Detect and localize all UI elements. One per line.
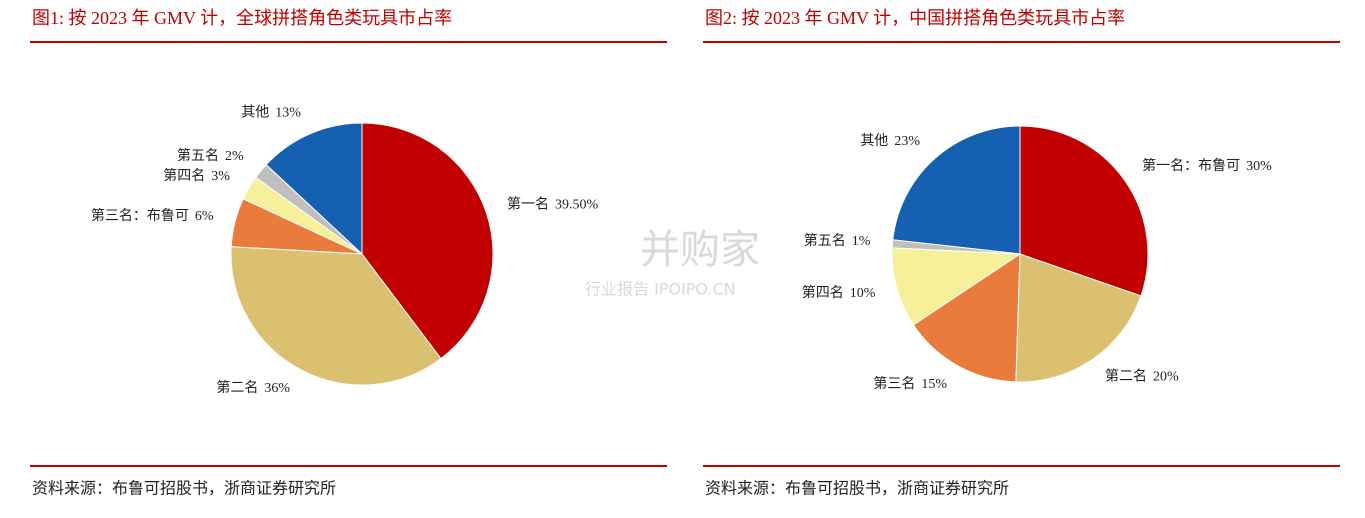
pie-slice (265, 122, 363, 256)
source: 资料来源：布鲁可招股书，浙商证券研究所 (705, 480, 1009, 498)
value-label: 1% (852, 234, 871, 249)
value-label: 2% (225, 149, 244, 164)
pie-slice (361, 122, 494, 360)
watermark: 并购家 (640, 227, 760, 273)
category-label: 第二名 (1105, 368, 1147, 385)
watermark-sub: 行业报告 IPOIPO.CN (585, 280, 736, 299)
data-label: 第四名 10% (802, 284, 876, 301)
category-label: 第二名 (216, 379, 258, 396)
value-label: 15% (921, 377, 947, 392)
pie-slice (1019, 125, 1149, 297)
pie-slice (891, 247, 1022, 326)
chart-title: 图2: 按 2023 年 GMV 计，中国拼搭角色类玩具市占率 (705, 8, 1125, 28)
category-label: 第三名：布鲁可 (91, 207, 189, 224)
value-label: 6% (195, 209, 214, 224)
data-label: 第三名：布鲁可 6% (91, 207, 214, 224)
data-label: 第二名 36% (216, 379, 290, 396)
value-label: 20% (1153, 370, 1179, 385)
category-label: 第五名 (804, 232, 846, 249)
pie-slice (1015, 253, 1142, 383)
data-label: 第一名 39.50% (507, 196, 598, 213)
category-label: 其他 (860, 133, 888, 149)
category-label: 第四名 (802, 284, 844, 301)
pie-slice (912, 253, 1021, 383)
pie-slice (892, 125, 1021, 255)
category-label: 第五名 (177, 147, 219, 164)
source: 资料来源：布鲁可招股书，浙商证券研究所 (32, 480, 336, 498)
chart-title: 图1: 按 2023 年 GMV 计，全球拼搭角色类玩具市占率 (32, 8, 452, 28)
value-label: 13% (275, 106, 301, 121)
value-label: 10% (850, 286, 876, 301)
value-label: 23% (894, 134, 920, 149)
category-label: 其他 (241, 105, 269, 121)
data-label: 第三名 15% (873, 375, 947, 392)
data-label: 第二名 20% (1105, 368, 1179, 385)
data-label: 其他 23% (860, 133, 920, 149)
data-label: 第一名：布鲁可 30% (1142, 157, 1272, 174)
data-label: 其他 13% (241, 105, 301, 121)
data-label: 第四名 3% (163, 167, 230, 184)
category-label: 第一名 (507, 196, 549, 213)
value-label: 30% (1246, 159, 1272, 174)
value-label: 36% (264, 381, 290, 396)
category-label: 第一名：布鲁可 (1142, 157, 1240, 174)
category-label: 第四名 (163, 167, 205, 184)
category-label: 第三名 (873, 375, 915, 392)
value-label: 39.50% (555, 198, 599, 213)
pie-slice (230, 246, 442, 386)
value-label: 3% (211, 169, 230, 184)
data-label: 第五名 1% (804, 232, 871, 249)
data-label: 第五名 2% (177, 147, 244, 164)
